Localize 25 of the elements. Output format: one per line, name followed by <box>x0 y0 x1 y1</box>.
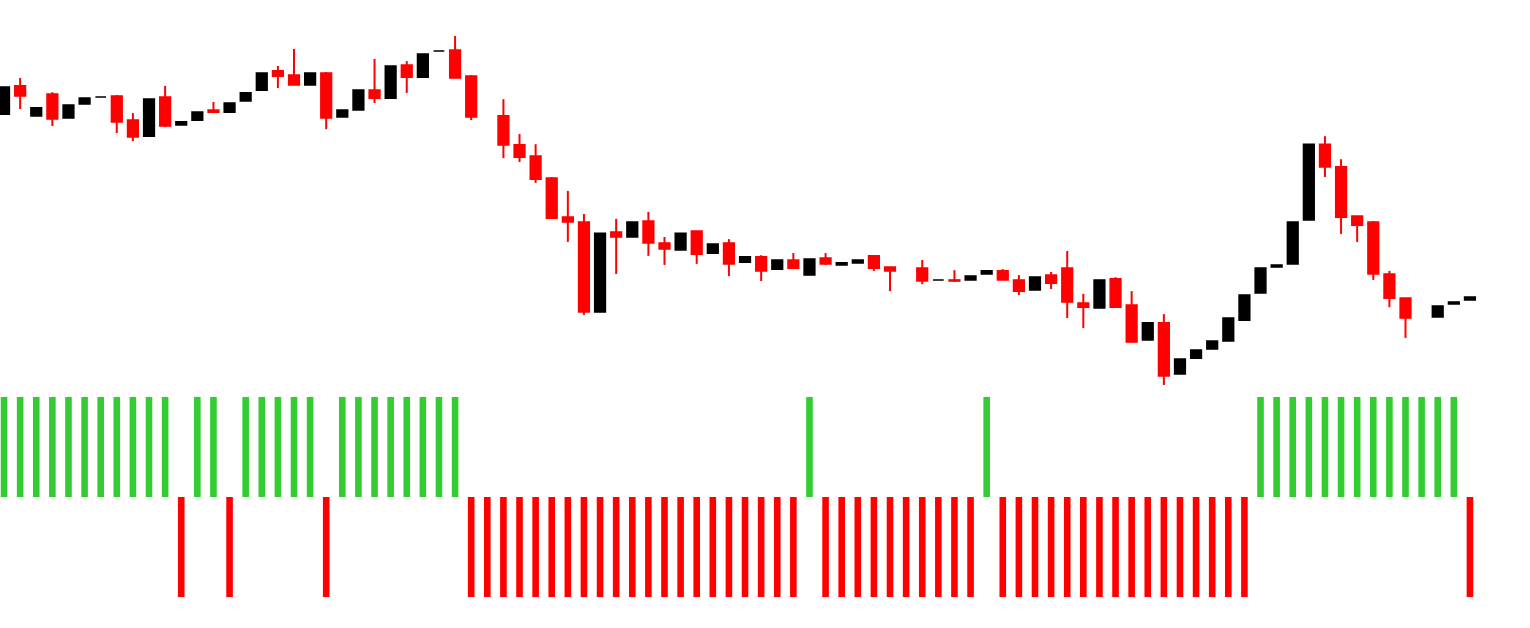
candlestick <box>690 230 703 265</box>
candlestick <box>642 210 655 257</box>
candlestick <box>1399 297 1412 339</box>
candlestick <box>561 189 574 243</box>
candlestick <box>352 89 365 111</box>
candlestick <box>883 266 897 293</box>
candlestick <box>368 58 381 105</box>
candlestick <box>658 236 671 266</box>
candlestick <box>916 259 929 286</box>
candlestick <box>529 143 542 184</box>
candlestick <box>271 65 284 89</box>
candlestick <box>126 112 140 143</box>
candlestick <box>1318 135 1332 178</box>
candlestick <box>1222 317 1235 342</box>
candlestick <box>1351 215 1364 243</box>
candlestick <box>1012 274 1025 296</box>
candlestick <box>610 217 623 276</box>
candlestick <box>722 238 736 278</box>
candlestick <box>755 254 768 282</box>
candlestick <box>287 47 301 86</box>
candlestick <box>1077 292 1090 330</box>
candlestick <box>400 60 413 94</box>
candlestick <box>513 133 526 163</box>
candlestick <box>14 76 27 110</box>
candlestick <box>416 53 429 78</box>
